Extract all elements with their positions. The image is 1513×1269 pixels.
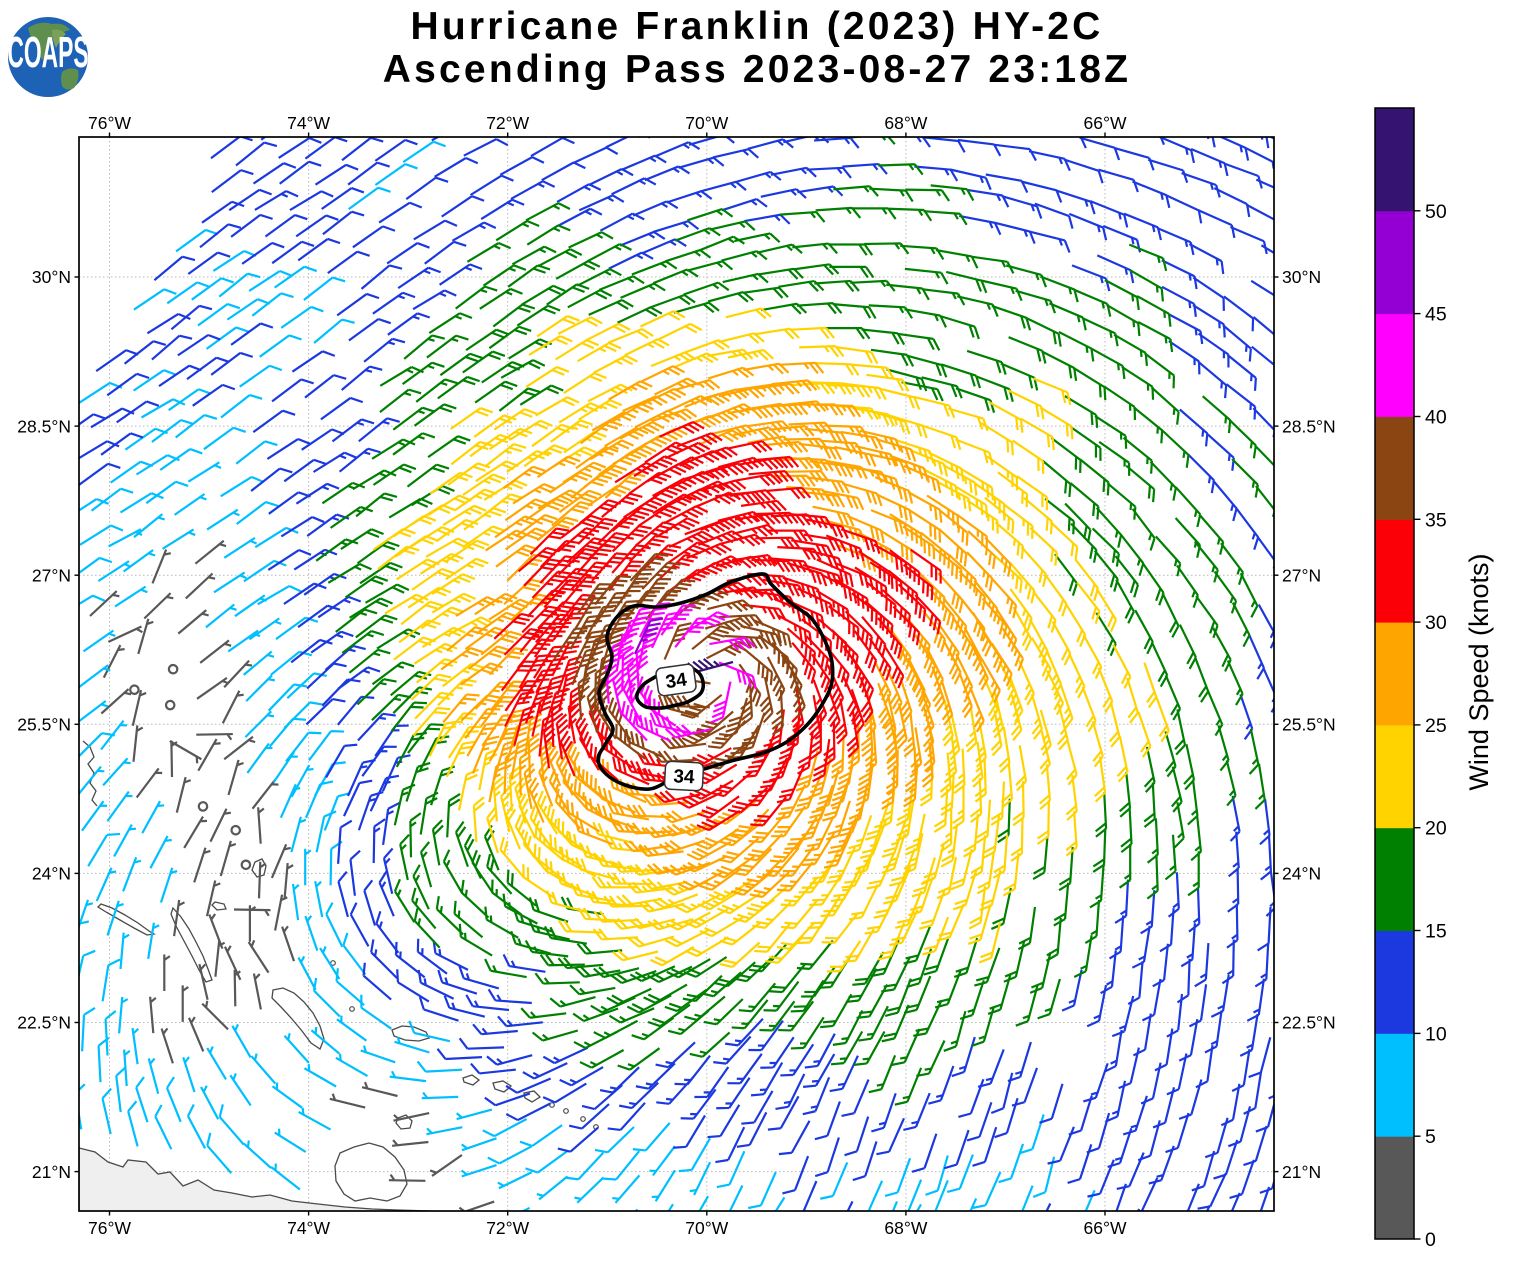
svg-text:35: 35 [1425, 509, 1447, 531]
svg-text:10: 10 [1425, 1023, 1447, 1045]
svg-text:28.5°N: 28.5°N [1282, 416, 1336, 436]
svg-text:74°W: 74°W [287, 1218, 330, 1238]
svg-text:0: 0 [1425, 1229, 1436, 1251]
svg-text:70°W: 70°W [685, 113, 728, 133]
svg-text:66°W: 66°W [1084, 113, 1127, 133]
svg-text:27°N: 27°N [1282, 565, 1321, 585]
svg-text:34: 34 [664, 669, 688, 693]
svg-text:66°W: 66°W [1084, 1218, 1127, 1238]
svg-text:76°W: 76°W [88, 113, 131, 133]
svg-text:25: 25 [1425, 715, 1447, 737]
svg-text:45: 45 [1425, 304, 1447, 326]
svg-text:68°W: 68°W [884, 1218, 927, 1238]
svg-text:30: 30 [1425, 612, 1447, 634]
svg-text:5: 5 [1425, 1126, 1436, 1148]
svg-text:50: 50 [1425, 201, 1447, 223]
svg-text:21°N: 21°N [32, 1162, 71, 1182]
svg-text:Hurricane Franklin (2023) HY-2: Hurricane Franklin (2023) HY-2C [410, 5, 1103, 48]
svg-text:40: 40 [1425, 407, 1447, 429]
svg-text:24°N: 24°N [32, 864, 71, 884]
svg-text:72°W: 72°W [486, 113, 529, 133]
svg-text:Wind Speed (knots): Wind Speed (knots) [1464, 553, 1494, 790]
svg-text:30°N: 30°N [32, 267, 71, 287]
svg-text:Ascending Pass 2023-08-27 23:1: Ascending Pass 2023-08-27 23:18Z [383, 48, 1131, 91]
svg-text:34: 34 [673, 766, 696, 788]
svg-text:15: 15 [1425, 921, 1447, 943]
svg-text:72°W: 72°W [486, 1218, 529, 1238]
svg-text:74°W: 74°W [287, 113, 330, 133]
svg-text:76°W: 76°W [88, 1218, 131, 1238]
svg-text:24°N: 24°N [1282, 864, 1321, 884]
svg-text:25.5°N: 25.5°N [1282, 715, 1336, 735]
svg-text:COAPS: COAPS [7, 28, 88, 77]
svg-text:20: 20 [1425, 818, 1447, 840]
svg-text:68°W: 68°W [884, 113, 927, 133]
svg-text:21°N: 21°N [1282, 1162, 1321, 1182]
svg-text:30°N: 30°N [1282, 267, 1321, 287]
svg-text:27°N: 27°N [32, 565, 71, 585]
svg-text:22.5°N: 22.5°N [1282, 1013, 1336, 1033]
svg-text:70°W: 70°W [685, 1218, 728, 1238]
svg-text:22.5°N: 22.5°N [17, 1013, 71, 1033]
svg-text:25.5°N: 25.5°N [17, 715, 71, 735]
svg-text:28.5°N: 28.5°N [17, 416, 71, 436]
